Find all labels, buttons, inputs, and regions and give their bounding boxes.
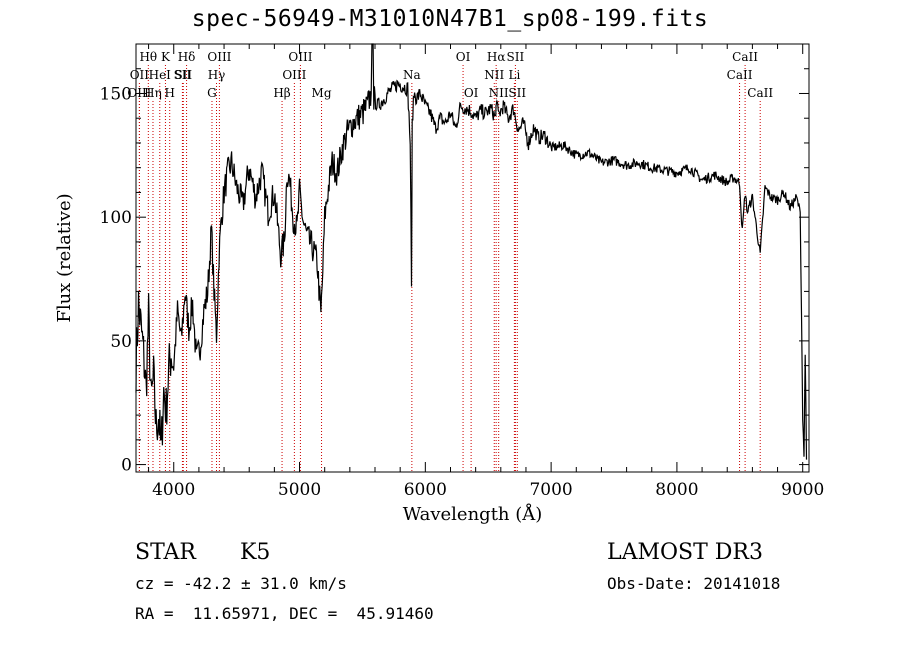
marker-label: Mg [312, 86, 332, 100]
y-tick-label: 150 [100, 84, 132, 104]
marker-label: SII [507, 50, 525, 64]
x-tick-label: 5000 [278, 480, 321, 500]
marker-label: OI [464, 86, 479, 100]
x-axis-label: Wavelength (Å) [403, 503, 543, 525]
plot-frame [135, 43, 810, 473]
marker-label: Hα [487, 50, 506, 64]
y-tick-label: 100 [100, 208, 132, 228]
spectrum-line [135, 43, 808, 460]
marker-label: OI [456, 50, 471, 64]
marker-label: K [161, 50, 171, 64]
marker-label: CaII [732, 50, 758, 64]
marker-label: NII [484, 68, 504, 82]
x-tick-label: 6000 [404, 480, 447, 500]
marker-label: Hδ [178, 50, 196, 64]
y-tick-label: 50 [110, 332, 132, 352]
marker-label: OIII [282, 68, 306, 82]
marker-label: H [164, 86, 174, 100]
marker-label: Na [403, 68, 421, 82]
x-tick-label: 4000 [152, 480, 195, 500]
marker-label: Hβ [273, 86, 290, 100]
marker-label: Hη [144, 86, 162, 100]
marker-label: SII [174, 68, 192, 82]
survey-name: LAMOST DR3 [607, 540, 763, 565]
y-tick-label: 0 [121, 456, 132, 476]
x-tick-label: 8000 [655, 480, 698, 500]
marker-label: Hγ [208, 68, 226, 82]
marker-label: SII [508, 86, 526, 100]
chart-title: spec-56949-M31010N47B1_sp08-199.fits [191, 6, 709, 32]
marker-label: HeI [149, 68, 172, 82]
velocity-readout: cz = -42.2 ± 31.0 km/s [135, 574, 347, 593]
obs-date: Obs-Date: 20141018 [607, 574, 781, 593]
marker-label: OIII [288, 50, 312, 64]
x-tick-label: 7000 [529, 480, 572, 500]
marker-label: G [207, 86, 217, 100]
marker-label: Li [508, 68, 520, 82]
y-axis-label: Flux (relative) [54, 193, 75, 322]
coordinates-readout: RA = 11.65971, DEC = 45.91460 [135, 604, 434, 623]
object-class: STAR [135, 540, 196, 565]
marker-label: OII [130, 68, 150, 82]
x-tick-label: 9000 [781, 480, 824, 500]
marker-label: NII [489, 86, 509, 100]
marker-label: CaII [747, 86, 773, 100]
marker-label: CaII [727, 68, 753, 82]
marker-label: Hθ [139, 50, 157, 64]
spectral-subclass: K5 [240, 540, 271, 565]
marker-label: OIII [207, 50, 231, 64]
